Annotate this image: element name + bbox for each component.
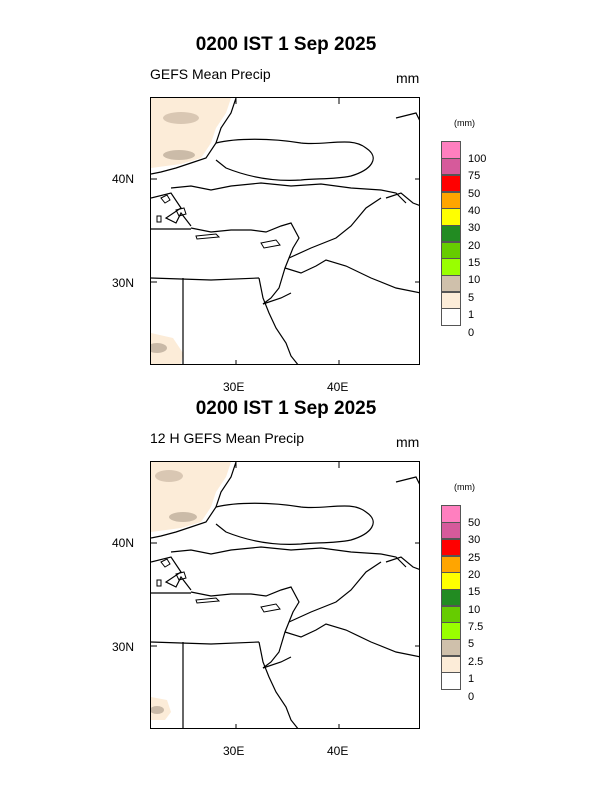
legend-swatch xyxy=(441,141,461,159)
map-frame xyxy=(150,97,420,365)
legend-label: 50 xyxy=(468,517,481,529)
legend-unit: (mm) xyxy=(454,118,475,128)
coastlines xyxy=(151,462,419,728)
legend-swatch xyxy=(441,275,461,293)
lat-label-40n: 40N xyxy=(112,536,135,550)
legend-label: 7.5 xyxy=(468,621,484,633)
legend-swatch xyxy=(441,505,461,523)
color-legend xyxy=(441,505,461,690)
legend-swatch xyxy=(441,622,461,640)
precip-shading xyxy=(151,462,231,720)
map-title: 0200 IST 1 Sep 2025 xyxy=(195,398,377,419)
legend-label: 40 xyxy=(468,205,481,217)
legend-unit: (mm) xyxy=(454,482,475,492)
legend-label: 25 xyxy=(468,552,481,564)
legend-label: 15 xyxy=(468,257,481,269)
legend-swatch xyxy=(441,672,461,690)
legend-label: 75 xyxy=(468,170,481,182)
color-legend xyxy=(441,141,461,326)
legend-swatch xyxy=(441,208,461,226)
legend-swatch xyxy=(441,572,461,590)
map-subtitle: 12 H GEFS Mean Precip xyxy=(150,430,305,446)
lon-label-30e: 30E xyxy=(223,380,245,394)
legend-label: 5 xyxy=(468,292,475,304)
legend-swatch xyxy=(441,241,461,259)
legend-label: 100 xyxy=(468,153,487,165)
map-frame xyxy=(150,461,420,729)
lon-label-40e: 40E xyxy=(327,744,349,758)
map-canvas xyxy=(151,98,419,364)
legend-label: 20 xyxy=(468,569,481,581)
legend-label: 0 xyxy=(468,327,475,339)
aegean-islands xyxy=(156,558,281,613)
legend-swatch xyxy=(441,191,461,209)
legend-label: 2.5 xyxy=(468,656,484,668)
legend-swatch xyxy=(441,224,461,243)
aegean-islands xyxy=(156,194,281,249)
legend-swatch xyxy=(441,522,461,540)
map-title: 0200 IST 1 Sep 2025 xyxy=(195,34,377,55)
legend-label: 0 xyxy=(468,691,475,703)
legend-label: 30 xyxy=(468,534,481,546)
lat-label-30n: 30N xyxy=(112,640,135,654)
legend-label: 1 xyxy=(468,673,475,685)
lat-label-40n: 40N xyxy=(112,172,135,186)
map-ticks xyxy=(151,462,419,728)
legend-label: 10 xyxy=(468,604,481,616)
map-ticks xyxy=(151,98,419,364)
legend-swatch xyxy=(441,308,461,326)
legend-swatch xyxy=(441,605,461,623)
legend-label: 50 xyxy=(468,188,481,200)
legend-swatch xyxy=(441,538,461,557)
legend-label: 15 xyxy=(468,586,481,598)
legend-label: 20 xyxy=(468,240,481,252)
precip-map-panel-top: 0200 IST 1 Sep 2025 GEFS Mean Precip mm xyxy=(0,0,612,394)
map-canvas xyxy=(151,462,419,728)
legend-swatch xyxy=(441,555,461,573)
legend-swatch xyxy=(441,639,461,657)
precip-map-panel-bottom: 0200 IST 1 Sep 2025 12 H GEFS Mean Preci… xyxy=(0,364,612,758)
coastlines xyxy=(151,98,419,364)
map-units: mm xyxy=(396,70,420,86)
legend-label: 10 xyxy=(468,274,481,286)
legend-swatch xyxy=(441,291,461,310)
legend-swatch xyxy=(441,588,461,607)
map-units: mm xyxy=(396,434,420,450)
lon-label-30e: 30E xyxy=(223,744,245,758)
legend-label: 5 xyxy=(468,638,475,650)
legend-swatch xyxy=(441,258,461,276)
map-subtitle: GEFS Mean Precip xyxy=(150,66,271,82)
legend-swatch xyxy=(441,655,461,674)
legend-swatch xyxy=(441,174,461,193)
legend-label: 1 xyxy=(468,309,475,321)
lon-label-40e: 40E xyxy=(327,380,349,394)
lat-label-30n: 30N xyxy=(112,276,135,290)
legend-swatch xyxy=(441,158,461,176)
precip-shading xyxy=(151,98,231,364)
legend-label: 30 xyxy=(468,222,481,234)
